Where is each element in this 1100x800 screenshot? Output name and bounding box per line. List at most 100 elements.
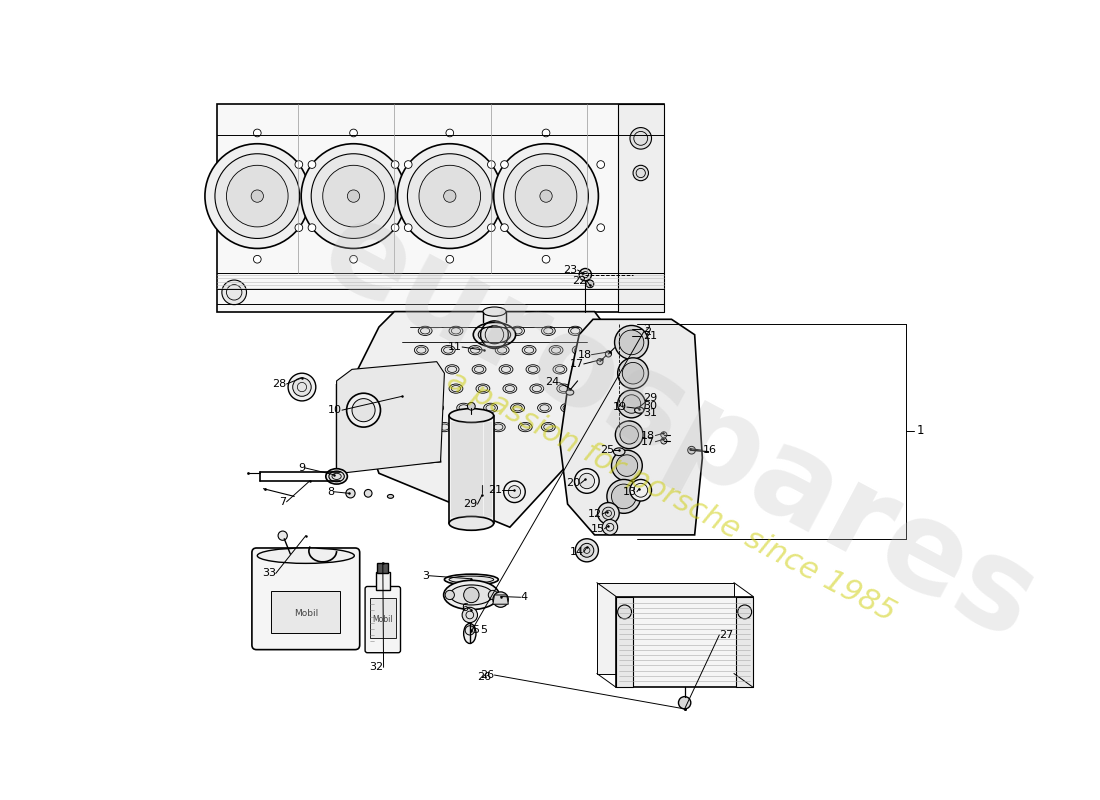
Text: 24: 24 — [544, 378, 559, 387]
Ellipse shape — [576, 365, 590, 374]
Text: 13: 13 — [623, 486, 637, 497]
Circle shape — [227, 166, 288, 227]
Circle shape — [738, 605, 751, 619]
Ellipse shape — [569, 326, 582, 335]
Circle shape — [352, 398, 375, 422]
Text: 29: 29 — [644, 393, 658, 403]
Polygon shape — [618, 104, 664, 312]
Text: Mobil: Mobil — [294, 609, 318, 618]
Text: 30: 30 — [644, 401, 657, 410]
Text: 15: 15 — [591, 524, 605, 534]
Text: 31: 31 — [644, 408, 657, 418]
Ellipse shape — [353, 406, 382, 426]
Text: 18: 18 — [578, 350, 592, 360]
Polygon shape — [560, 319, 703, 535]
Circle shape — [397, 144, 503, 249]
Bar — [370, 598, 396, 638]
Circle shape — [295, 161, 302, 168]
Ellipse shape — [530, 384, 543, 394]
Text: 21: 21 — [488, 486, 502, 495]
Text: eurospares: eurospares — [302, 188, 1056, 666]
Text: 25: 25 — [600, 445, 614, 455]
Text: 23: 23 — [563, 265, 578, 275]
Ellipse shape — [484, 403, 497, 413]
Circle shape — [619, 330, 644, 354]
Circle shape — [615, 421, 644, 449]
Circle shape — [597, 358, 603, 365]
Text: 33: 33 — [262, 568, 276, 578]
Text: 6: 6 — [461, 603, 469, 613]
Circle shape — [251, 190, 264, 202]
Circle shape — [515, 166, 576, 227]
Ellipse shape — [444, 574, 498, 585]
Ellipse shape — [480, 494, 485, 498]
Bar — [271, 591, 341, 634]
Ellipse shape — [438, 422, 451, 432]
Text: 11: 11 — [448, 342, 462, 352]
Circle shape — [630, 479, 651, 501]
Text: 16: 16 — [703, 445, 716, 455]
Circle shape — [612, 484, 636, 509]
Ellipse shape — [614, 448, 625, 455]
Ellipse shape — [518, 422, 532, 432]
Ellipse shape — [446, 365, 459, 374]
Circle shape — [542, 129, 550, 137]
Circle shape — [446, 590, 454, 599]
Text: 19: 19 — [613, 402, 627, 412]
Ellipse shape — [465, 626, 474, 635]
Polygon shape — [337, 362, 444, 474]
Ellipse shape — [449, 384, 463, 394]
Circle shape — [634, 166, 649, 181]
Text: 28: 28 — [273, 379, 286, 389]
Bar — [377, 562, 388, 573]
Ellipse shape — [387, 406, 417, 426]
Bar — [736, 597, 754, 687]
Circle shape — [350, 255, 358, 263]
Circle shape — [603, 507, 615, 519]
Circle shape — [392, 161, 399, 168]
Circle shape — [618, 390, 646, 418]
Ellipse shape — [510, 326, 525, 335]
Text: 27: 27 — [719, 630, 734, 640]
Circle shape — [350, 129, 358, 137]
Polygon shape — [218, 104, 664, 312]
Text: 3: 3 — [422, 570, 429, 581]
Circle shape — [301, 144, 406, 249]
Ellipse shape — [478, 326, 510, 343]
Text: a passion for porsche since 1985: a passion for porsche since 1985 — [442, 366, 901, 627]
Circle shape — [607, 479, 640, 514]
Ellipse shape — [415, 346, 428, 354]
Polygon shape — [597, 582, 734, 674]
Text: 32: 32 — [370, 662, 384, 672]
Circle shape — [618, 358, 648, 389]
Circle shape — [688, 446, 695, 454]
Circle shape — [364, 490, 372, 497]
Circle shape — [574, 469, 600, 494]
Circle shape — [580, 543, 594, 558]
Ellipse shape — [464, 422, 478, 432]
Circle shape — [253, 255, 261, 263]
Circle shape — [500, 224, 508, 231]
Ellipse shape — [499, 365, 513, 374]
Circle shape — [348, 190, 360, 202]
Circle shape — [586, 280, 594, 288]
Circle shape — [605, 351, 612, 357]
Text: 10: 10 — [328, 405, 342, 415]
Circle shape — [308, 224, 316, 231]
Polygon shape — [493, 595, 508, 604]
Circle shape — [661, 438, 667, 444]
Circle shape — [575, 538, 598, 562]
Circle shape — [462, 607, 477, 622]
Ellipse shape — [572, 346, 586, 354]
Circle shape — [392, 224, 399, 231]
Polygon shape — [348, 312, 618, 527]
Ellipse shape — [510, 403, 525, 413]
Ellipse shape — [326, 469, 348, 484]
Text: Mobil: Mobil — [373, 615, 393, 624]
Ellipse shape — [522, 346, 536, 354]
Text: 2: 2 — [644, 326, 651, 337]
Ellipse shape — [503, 384, 517, 394]
Text: 26: 26 — [481, 670, 495, 680]
Ellipse shape — [443, 580, 499, 610]
Ellipse shape — [356, 409, 378, 422]
